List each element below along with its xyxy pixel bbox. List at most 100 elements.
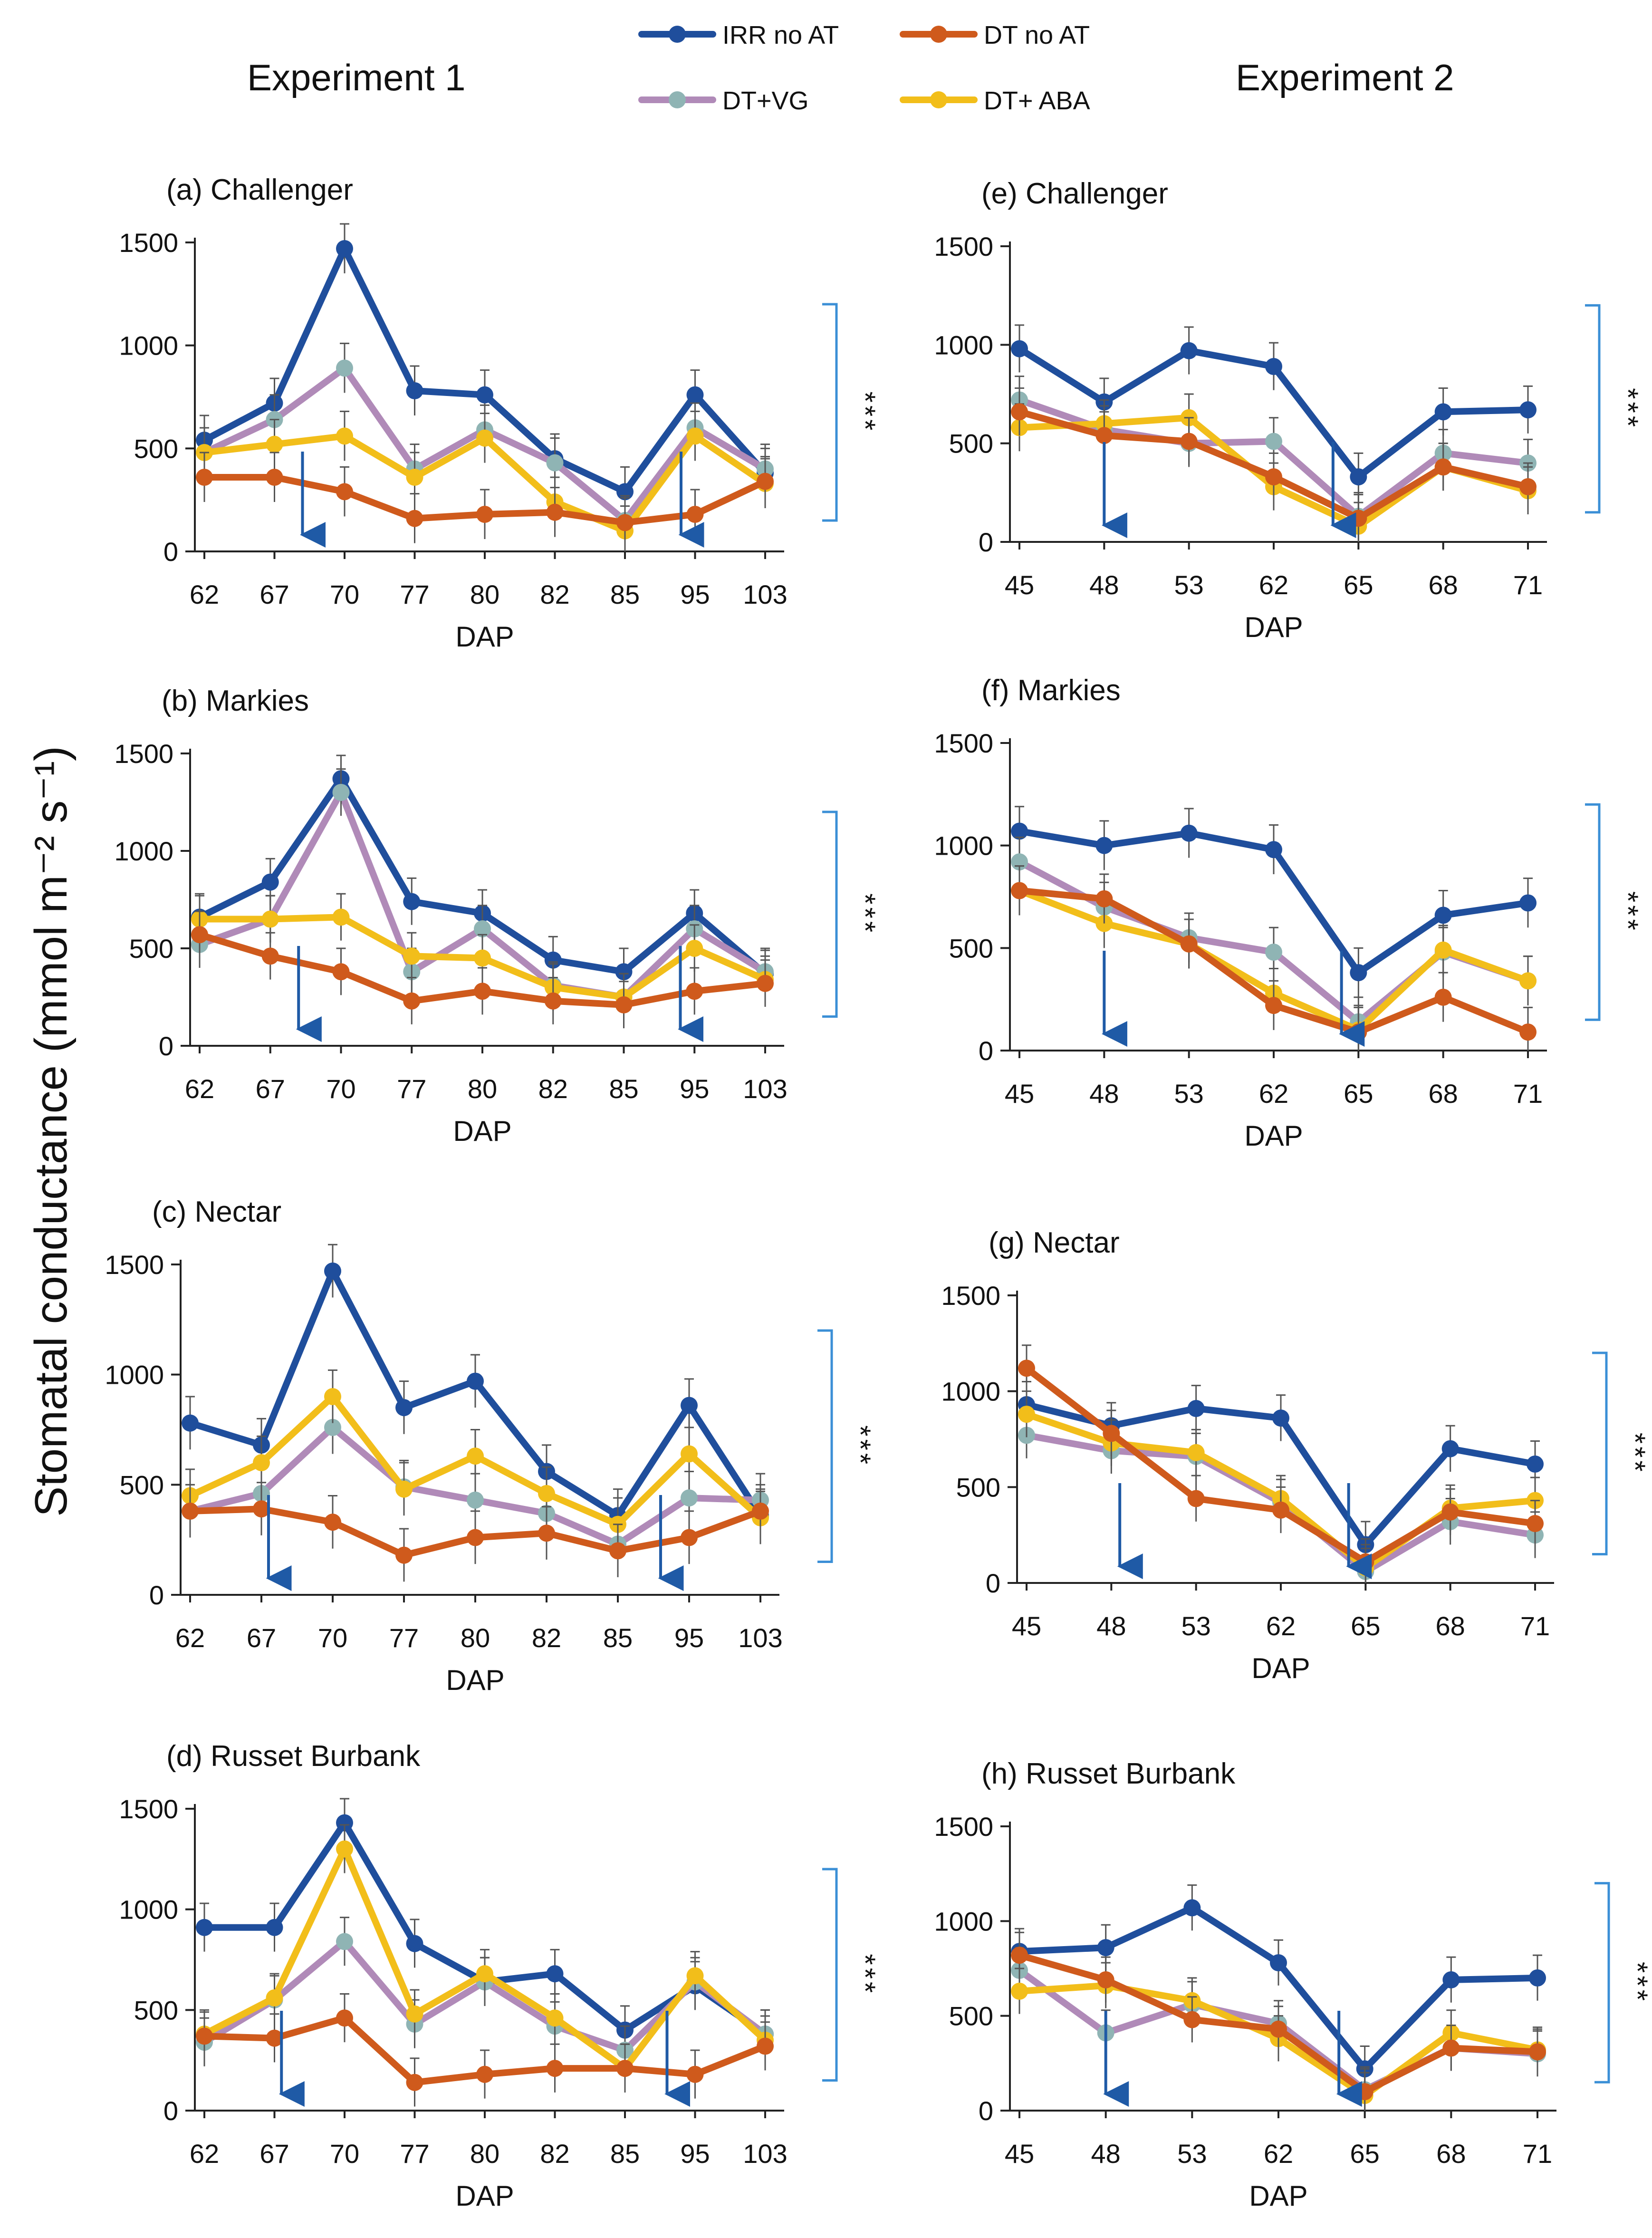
- experiment-2-title: Experiment 2: [1236, 57, 1454, 98]
- x-tick-label: 77: [400, 579, 429, 609]
- data-point: [253, 1500, 270, 1518]
- x-tick-label: 67: [247, 1623, 276, 1653]
- legend-item-dt-vg: DT+VG: [638, 87, 809, 115]
- legend-item-irr-no-at: IRR no AT: [638, 21, 839, 49]
- data-point: [266, 2029, 283, 2047]
- x-tick-label: 95: [674, 1623, 704, 1653]
- data-point: [686, 386, 704, 404]
- data-point: [332, 908, 350, 926]
- panel-title: (e) Challenger: [981, 177, 1168, 210]
- y-tick-label: 500: [134, 434, 178, 463]
- y-tick-label: 500: [120, 1470, 164, 1500]
- y-tick-label: 1000: [119, 331, 178, 361]
- data-point: [474, 920, 491, 937]
- data-point: [324, 1388, 341, 1405]
- data-point: [1095, 837, 1113, 854]
- y-tick-label: 0: [163, 537, 178, 567]
- data-point: [406, 382, 423, 399]
- x-axis-label: DAP: [1244, 1120, 1303, 1152]
- data-point: [395, 1399, 413, 1417]
- data-point: [615, 963, 633, 981]
- legend: IRR no AT DT no AT DT+VG DT+ ABA: [638, 21, 1090, 115]
- series-dt-no-at: [1018, 1344, 1544, 1583]
- y-tick-label: 0: [986, 1568, 1000, 1598]
- panel-title: (a) Challenger: [166, 174, 353, 206]
- x-tick-label: 53: [1177, 2139, 1207, 2169]
- data-point: [757, 473, 774, 490]
- data-point: [196, 2027, 213, 2045]
- panel-c-nectar: (c) Nectar 0 500 1000 1500 62 67 70 77 80 82 85 95 10…: [105, 1196, 876, 1696]
- series-irr-no-at: [1011, 806, 1537, 997]
- x-tick-label: 103: [743, 1074, 787, 1104]
- y-tick-label: 1500: [934, 232, 993, 261]
- data-point: [1434, 403, 1452, 421]
- y-tick-label: 500: [134, 1995, 178, 2025]
- data-point: [1434, 458, 1452, 476]
- data-point: [1018, 1360, 1035, 1377]
- x-tick-label: 65: [1350, 2139, 1380, 2169]
- data-point: [1265, 943, 1282, 961]
- data-point: [1097, 1971, 1114, 1988]
- panel-e-challenger: (e) Challenger 0 500 1000 1500 45 48 53 62 65 68 71…: [934, 177, 1644, 643]
- data-point: [1270, 1954, 1287, 1972]
- x-tick-label: 82: [540, 579, 569, 609]
- x-axis-label: DAP: [455, 621, 514, 653]
- data-point: [191, 926, 208, 944]
- significance-bracket: [817, 1329, 833, 1563]
- x-tick-label: 85: [609, 1074, 638, 1104]
- data-point: [546, 503, 564, 521]
- data-point: [686, 2065, 704, 2083]
- y-tick-label: 0: [979, 527, 993, 557]
- series-dt-no-at: [196, 452, 774, 548]
- data-point: [403, 893, 421, 910]
- data-point: [686, 427, 704, 445]
- x-tick-label: 68: [1429, 1079, 1458, 1109]
- data-point: [476, 386, 493, 404]
- data-point: [686, 1967, 704, 1985]
- data-point: [403, 992, 421, 1010]
- data-point: [1527, 1515, 1544, 1532]
- data-point: [538, 1485, 555, 1502]
- data-point: [336, 359, 353, 377]
- x-tick-label: 65: [1351, 1611, 1380, 1641]
- x-tick-label: 65: [1344, 570, 1373, 600]
- data-point: [324, 1418, 341, 1436]
- data-point: [1529, 1969, 1546, 1987]
- legend-item-dt-aba: DT+ ABA: [900, 87, 1090, 115]
- data-point: [332, 963, 350, 981]
- data-point: [616, 2060, 634, 2077]
- data-point: [1265, 433, 1282, 450]
- data-point: [1180, 935, 1198, 953]
- x-tick-label: 85: [610, 579, 640, 609]
- data-point: [546, 1965, 564, 1983]
- data-point: [538, 1524, 555, 1542]
- data-point: [681, 1397, 698, 1414]
- x-tick-label: 67: [256, 1074, 285, 1104]
- data-point: [1442, 2039, 1460, 2057]
- x-tick-label: 68: [1436, 2139, 1466, 2169]
- data-point: [1011, 1982, 1028, 2000]
- x-tick-label: 85: [610, 2139, 640, 2169]
- series-dt-no-at: [196, 1993, 774, 2107]
- data-point: [686, 506, 704, 523]
- panel-f-markies: (f) Markies 0 500 1000 1500 45 48 53 62 65 68 71 DAP…: [934, 674, 1644, 1152]
- data-point: [1434, 907, 1452, 924]
- data-point: [752, 1502, 769, 1520]
- significance-label: ***: [849, 391, 881, 433]
- data-point: [1265, 997, 1282, 1014]
- data-point: [266, 435, 283, 453]
- data-point: [1270, 2020, 1287, 2038]
- y-tick-label: 500: [956, 1472, 1000, 1502]
- series-dt-no-at: [182, 1482, 769, 1582]
- data-point: [1519, 1023, 1537, 1041]
- data-point: [476, 1965, 493, 1983]
- data-point: [1180, 824, 1198, 842]
- x-tick-label: 53: [1174, 1079, 1204, 1109]
- panel-title: (c) Nectar: [152, 1196, 281, 1228]
- data-point: [1011, 822, 1028, 840]
- data-point: [266, 469, 283, 486]
- data-point: [336, 427, 353, 445]
- data-point: [1011, 1947, 1028, 1964]
- x-tick-label: 48: [1089, 1079, 1119, 1109]
